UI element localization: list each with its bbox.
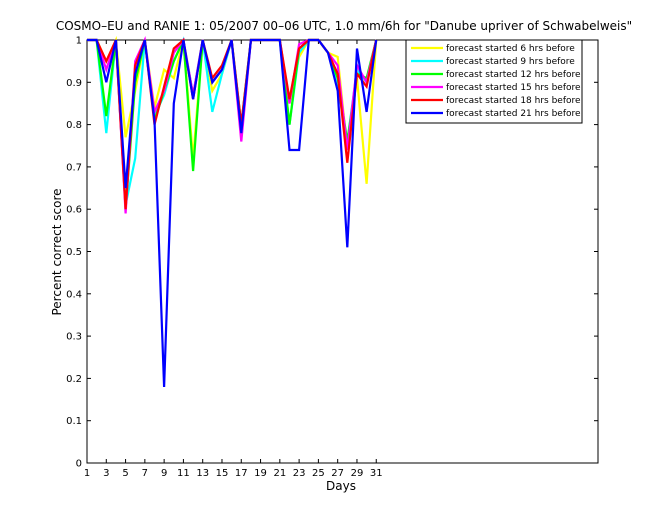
legend-label-1: forecast started 6 hrs before <box>446 44 575 54</box>
legend-label-4: forecast started 15 hrs before <box>446 83 581 93</box>
legend-label-3: forecast started 12 hrs before <box>446 70 581 80</box>
legend-box <box>405 39 583 124</box>
y-tick-label: 0.1 <box>66 416 82 427</box>
plot-area: 00.10.20.30.40.50.60.70.80.911 3 5 7 9 11 13 15… <box>66 36 599 479</box>
x-tick-label: 19 <box>254 468 267 479</box>
x-tick-label: 17 <box>235 468 248 479</box>
x-tick-label: 7 <box>142 468 148 479</box>
x-tick-label: 3 <box>103 468 109 479</box>
x-tick-label: 31 <box>370 468 383 479</box>
x-tick-label: 1 <box>84 468 90 479</box>
y-tick-label: 0.8 <box>66 120 82 131</box>
x-tick-label: 5 <box>122 468 128 479</box>
y-tick-label: 0.7 <box>66 162 82 173</box>
y-tick-label: 0.4 <box>66 289 82 300</box>
y-tick-label: 0.5 <box>66 247 82 258</box>
series-line-6 <box>87 38 378 387</box>
y-tick-label: 0.9 <box>66 78 82 89</box>
y-tick-label: 1 <box>76 36 82 47</box>
chart-title: COSMO–EU and RANIE 1: 05/2007 00–06 UTC,… <box>56 19 632 33</box>
y-tick-label: 0.3 <box>66 332 82 343</box>
y-tick-label: 0.2 <box>66 374 82 385</box>
x-tick-label: 29 <box>351 468 364 479</box>
legend-label-6: forecast started 21 hrs before <box>446 109 581 119</box>
x-tick-label: 13 <box>196 468 209 479</box>
x-axis-label: Days <box>326 479 356 493</box>
x-tick-label: 11 <box>177 468 190 479</box>
y-axis-label: Percent correct score <box>50 188 64 315</box>
x-tick-label: 21 <box>273 468 286 479</box>
x-tick-label: 23 <box>293 468 306 479</box>
x-tick-label: 9 <box>161 468 167 479</box>
legend-label-5: forecast started 18 hrs before <box>446 96 581 106</box>
x-tick-label: 15 <box>216 468 229 479</box>
y-tick-label: 0.6 <box>66 205 82 216</box>
x-tick-label: 25 <box>312 468 325 479</box>
y-tick-label: 0 <box>76 459 82 470</box>
x-tick-label: 27 <box>331 468 344 479</box>
legend-label-2: forecast started 9 hrs before <box>446 57 575 67</box>
